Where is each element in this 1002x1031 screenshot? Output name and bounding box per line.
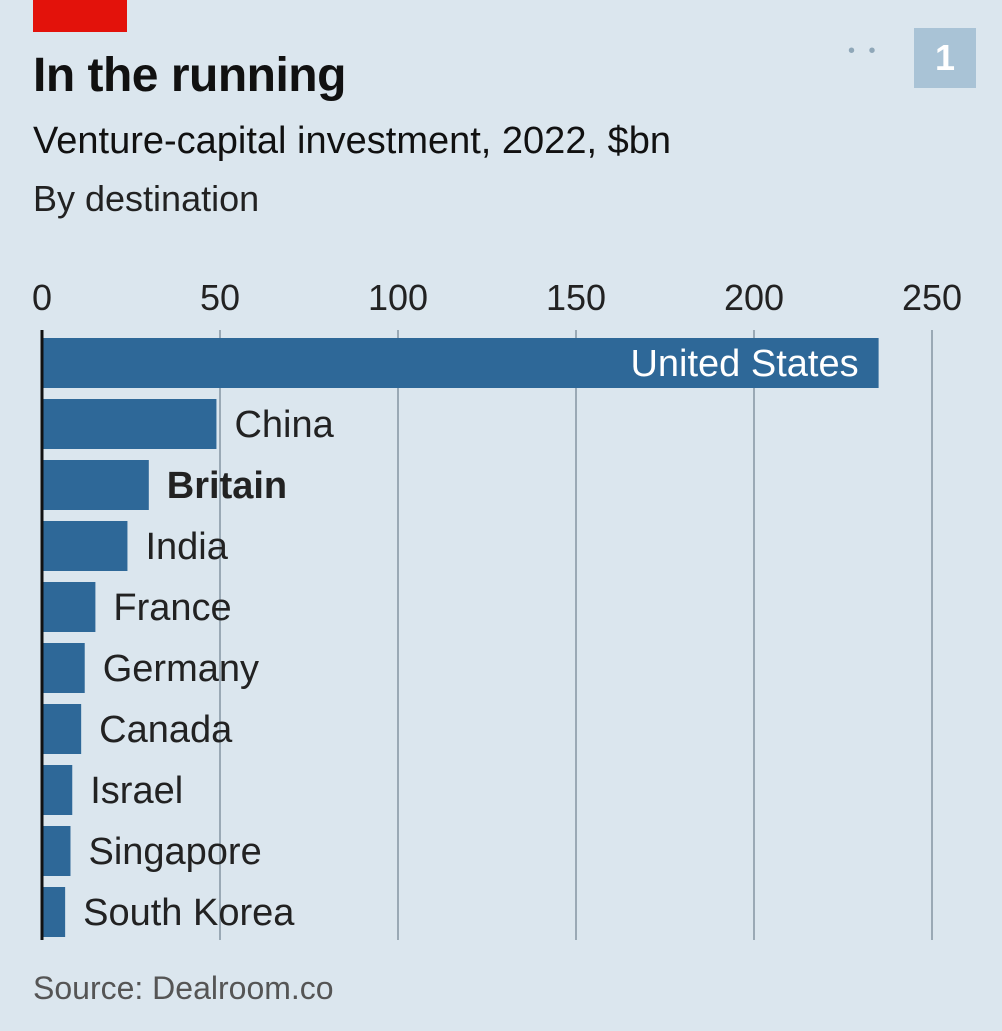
bar [42, 338, 879, 388]
bar [42, 643, 85, 693]
bar [42, 460, 149, 510]
x-tick-label: 250 [902, 277, 962, 318]
bar-label: United States [630, 343, 858, 385]
x-tick-label: 200 [724, 277, 784, 318]
bar-label: Singapore [88, 831, 261, 873]
bar-label: India [145, 526, 228, 568]
bar-label: Britain [167, 465, 287, 507]
brand-accent-bar [33, 0, 127, 32]
bar-label: China [234, 404, 334, 446]
bar [42, 521, 128, 571]
x-tick-label: 150 [546, 277, 606, 318]
chart-subsubtitle: By destination [33, 178, 260, 219]
chart-title: In the running [33, 49, 346, 102]
bar [42, 765, 73, 815]
x-tick-label: 50 [200, 277, 240, 318]
pagination-dots: • • [848, 40, 880, 62]
x-tick-label: 0 [32, 277, 52, 318]
bar-label: France [113, 587, 231, 629]
bar [42, 704, 82, 754]
bar [42, 399, 217, 449]
bar [42, 826, 71, 876]
bar-label: Canada [99, 709, 233, 751]
source-note: Source: Dealroom.co [33, 970, 334, 1006]
x-tick-label: 100 [368, 277, 428, 318]
chart-subtitle: Venture-capital investment, 2022, $bn [33, 120, 671, 162]
bar-label: Israel [90, 770, 183, 812]
bar [42, 582, 96, 632]
bar-label: Germany [103, 648, 259, 690]
bar-label: South Korea [83, 892, 295, 934]
bar [42, 887, 66, 937]
chart-number-badge: 1 [914, 28, 976, 88]
